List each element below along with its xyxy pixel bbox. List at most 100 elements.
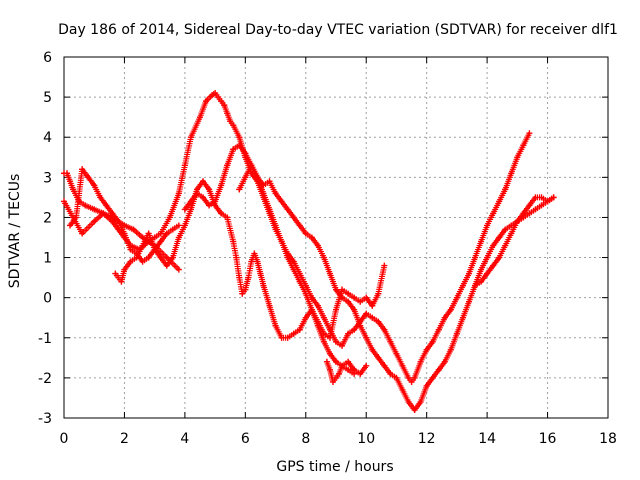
data-point [70, 186, 77, 193]
data-point [484, 270, 491, 277]
data-point [248, 162, 255, 169]
plot-frame [63, 56, 609, 419]
data-point [496, 198, 503, 205]
data-point [115, 218, 122, 225]
series-trace-markers [472, 194, 555, 289]
data-point [363, 310, 370, 317]
data-point [230, 122, 237, 129]
data-point [369, 302, 376, 309]
data-point [363, 362, 370, 369]
data-point [490, 210, 497, 217]
data-point [381, 262, 388, 269]
data-point [284, 206, 291, 213]
x-axis-label: GPS time / hours [276, 459, 393, 475]
data-point [502, 226, 509, 233]
data-point [200, 194, 207, 201]
x-tick-label: 2 [120, 431, 129, 447]
data-point [472, 282, 479, 289]
data-point [151, 246, 158, 253]
data-point [145, 254, 152, 261]
y-tick-label: 3 [43, 170, 52, 186]
data-point [459, 314, 466, 321]
y-tick-label: 0 [43, 291, 52, 307]
data-point [181, 162, 188, 169]
y-tick-label: 6 [43, 50, 52, 66]
data-point [351, 294, 358, 301]
data-point [526, 130, 533, 137]
x-tick-label: 12 [418, 431, 436, 447]
data-point [67, 222, 74, 229]
data-point [278, 238, 285, 245]
data-point [381, 362, 388, 369]
data-point [550, 194, 557, 201]
x-tick-label: 16 [539, 431, 557, 447]
data-point [333, 306, 339, 313]
data-point [242, 286, 249, 293]
data-point [326, 366, 333, 373]
data-point [345, 298, 352, 305]
data-point [206, 202, 213, 209]
data-point [82, 202, 89, 209]
data-point [290, 214, 297, 221]
data-point [336, 370, 343, 377]
data-point [333, 358, 339, 365]
data-point [206, 186, 213, 193]
data-point [193, 186, 200, 193]
data-point [465, 298, 472, 305]
data-point [447, 346, 454, 353]
data-point [296, 326, 303, 333]
data-point [314, 242, 321, 249]
data-point [532, 206, 539, 213]
data-point [302, 290, 309, 297]
data-point [345, 330, 352, 337]
series-track-e [67, 166, 182, 265]
data-point [508, 170, 515, 177]
data-point [236, 186, 243, 193]
data-point [520, 210, 527, 217]
series-track-c [112, 178, 388, 341]
data-point [478, 266, 485, 273]
data-point [375, 290, 382, 297]
series-trace-markers [61, 90, 532, 385]
data-point [484, 254, 491, 261]
data-point [200, 178, 207, 185]
data-point [326, 270, 333, 277]
data-point [100, 210, 107, 217]
data-point [127, 258, 134, 265]
data-point [417, 358, 424, 365]
data-point [526, 210, 533, 217]
data-point [320, 314, 327, 321]
data-point [478, 278, 485, 285]
data-point [363, 334, 370, 341]
data-point [175, 234, 182, 241]
y-tick-label: 1 [43, 251, 52, 267]
data-point [121, 230, 128, 237]
data-point [405, 398, 412, 405]
data-point [351, 326, 358, 333]
data-point [339, 342, 346, 349]
data-point [453, 330, 460, 337]
data-point [127, 246, 134, 253]
data-point [139, 242, 146, 249]
data-point [387, 338, 394, 345]
data-point [320, 338, 327, 345]
data-point [399, 362, 406, 369]
data-point [67, 178, 74, 185]
data-point [326, 334, 333, 341]
data-point [333, 374, 339, 381]
data-point [484, 222, 491, 229]
data-point [417, 398, 424, 405]
data-point [408, 378, 415, 385]
data-point [163, 262, 170, 269]
x-tick-label: 18 [599, 431, 617, 447]
data-point [266, 206, 273, 213]
data-point [254, 258, 261, 265]
data-point [236, 134, 243, 141]
data-point [459, 282, 466, 289]
data-point [254, 174, 261, 181]
x-tick-label: 10 [357, 431, 375, 447]
data-point [266, 302, 273, 309]
x-tick-label: 0 [60, 431, 69, 447]
data-point [187, 134, 194, 141]
